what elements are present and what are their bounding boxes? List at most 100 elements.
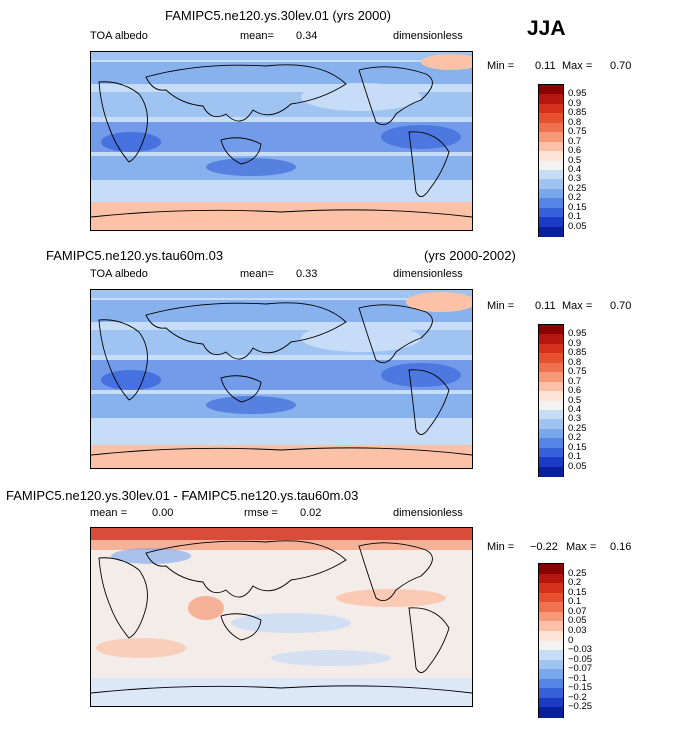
colorbar-cell — [539, 353, 563, 364]
colorbar-cell — [539, 602, 563, 613]
panel1-mid-value: 0.34 — [296, 30, 318, 42]
colorbar-cell — [539, 141, 563, 152]
colorbar-tick-label: 0.05 — [568, 460, 587, 472]
colorbar-tick-label: −0.15 — [568, 682, 593, 694]
colorbar-cell — [539, 325, 563, 335]
panel3-min-label: Min = — [487, 541, 515, 553]
colorbar-cell — [539, 179, 563, 190]
colorbar-cell — [539, 419, 563, 430]
colorbar-tick-label: 0.5 — [568, 394, 582, 406]
season-label: JJA — [527, 17, 566, 40]
colorbar-cell — [539, 132, 563, 143]
colorbar-cell — [539, 583, 563, 594]
colorbar-tick-label: −0.1 — [568, 672, 587, 684]
colorbar-tick-label: 0.2 — [568, 192, 582, 204]
colorbar-cell — [539, 207, 563, 218]
panel3-mid-label: rmse = — [244, 507, 278, 519]
colorbar-cell — [539, 94, 563, 105]
colorbar-tick-label: 0.6 — [568, 145, 582, 157]
colorbar-cell — [539, 640, 563, 651]
panel2-left-label: TOA albedo — [90, 268, 148, 280]
panel2-max-value: 0.70 — [610, 300, 632, 312]
panel3-min-value: −0.22 — [530, 541, 558, 553]
panel3-colorbar — [538, 563, 564, 718]
panel1-map — [90, 51, 473, 231]
colorbar-tick-label: 0.95 — [568, 88, 587, 100]
colorbar-cell — [539, 697, 563, 708]
panel2-max-label: Max = — [562, 300, 593, 312]
colorbar-cell — [539, 409, 563, 420]
panel2-title-right: (yrs 2000-2002) — [424, 248, 516, 263]
colorbar-cell — [539, 564, 563, 575]
colorbar-tick-label: 0.25 — [568, 567, 587, 579]
panel1-units: dimensionless — [393, 30, 463, 42]
colorbar-tick-label: 0.7 — [568, 375, 582, 387]
colorbar-cell — [539, 160, 563, 171]
colorbar-cell — [539, 611, 563, 622]
colorbar-tick-label: 0.8 — [568, 116, 582, 128]
colorbar-tick-label: 0.75 — [568, 126, 587, 138]
colorbar-tick-label: 0.3 — [568, 413, 582, 425]
colorbar-tick-label: 0.15 — [568, 441, 587, 453]
colorbar-cell — [539, 217, 563, 228]
colorbar-cell — [539, 343, 563, 354]
panel3-max-value: 0.16 — [610, 541, 632, 553]
panel1-min-value: 0.11 — [535, 60, 556, 72]
colorbar-cell — [539, 188, 563, 199]
colorbar-tick-label: 0.95 — [568, 328, 587, 340]
panel2-min-label: Min = — [487, 300, 515, 312]
colorbar-tick-label: 0.5 — [568, 154, 582, 166]
colorbar-tick-label: 0.2 — [568, 432, 582, 444]
panel2-mid-value: 0.33 — [296, 268, 318, 280]
colorbar-tick-label: 0.1 — [568, 451, 582, 463]
colorbar-tick-label: 0.05 — [568, 220, 587, 232]
colorbar-cell — [539, 198, 563, 209]
colorbar-cell — [539, 457, 563, 468]
colorbar-cell — [539, 573, 563, 584]
colorbar-cell — [539, 103, 563, 114]
panel2-title: FAMIPC5.ne120.ys.tau60m.03 — [46, 248, 224, 263]
colorbar-cell — [539, 362, 563, 373]
colorbar-tick-label: −0.2 — [568, 691, 587, 703]
colorbar-cell — [539, 678, 563, 689]
colorbar-cell — [539, 621, 563, 632]
colorbar-tick-label: 0.4 — [568, 403, 582, 415]
colorbar-tick-label: 0.1 — [568, 596, 582, 608]
panel3-title: FAMIPC5.ne120.ys.30lev.01 - FAMIPC5.ne12… — [6, 488, 359, 503]
colorbar-tick-label: −0.05 — [568, 653, 593, 665]
colorbar-tick-label: 0.9 — [568, 337, 582, 349]
panel2-min-value: 0.11 — [535, 300, 556, 312]
panel3-mid-value: 0.02 — [300, 507, 322, 519]
panel1-min-label: Min = — [487, 60, 515, 72]
panel1-colorbar — [538, 84, 564, 237]
colorbar-tick-label: −0.03 — [568, 644, 593, 656]
panel2-units: dimensionless — [393, 268, 463, 280]
colorbar-cell — [539, 630, 563, 641]
panel1-mid-label: mean= — [240, 30, 274, 42]
colorbar-tick-label: 0.05 — [568, 615, 587, 627]
colorbar-tick-label: 0.3 — [568, 173, 582, 185]
panel3-map — [90, 527, 473, 707]
colorbar-tick-label: 0.25 — [568, 182, 587, 194]
colorbar-cell — [539, 113, 563, 124]
colorbar-cell — [539, 669, 563, 680]
colorbar-tick-label: 0.7 — [568, 135, 582, 147]
panel1-max-value: 0.70 — [610, 60, 632, 72]
panel3-left-label: mean = — [90, 507, 127, 519]
colorbar-tick-label: 0.9 — [568, 97, 582, 109]
colorbar-tick-label: 0.25 — [568, 422, 587, 434]
panel1-max-label: Max = — [562, 60, 593, 72]
colorbar-tick-label: 0.6 — [568, 385, 582, 397]
colorbar-cell — [539, 659, 563, 670]
panel3-max-label: Max = — [566, 541, 597, 553]
colorbar-cell — [539, 151, 563, 161]
panel2-mid-label: mean= — [240, 268, 274, 280]
colorbar-cell — [539, 466, 563, 477]
colorbar-tick-label: −0.25 — [568, 701, 593, 713]
colorbar-cell — [539, 381, 563, 392]
colorbar-cell — [539, 400, 563, 411]
colorbar-cell — [539, 122, 563, 133]
colorbar-cell — [539, 707, 563, 718]
panel2-map — [90, 289, 473, 469]
colorbar-tick-label: 0.75 — [568, 366, 587, 378]
